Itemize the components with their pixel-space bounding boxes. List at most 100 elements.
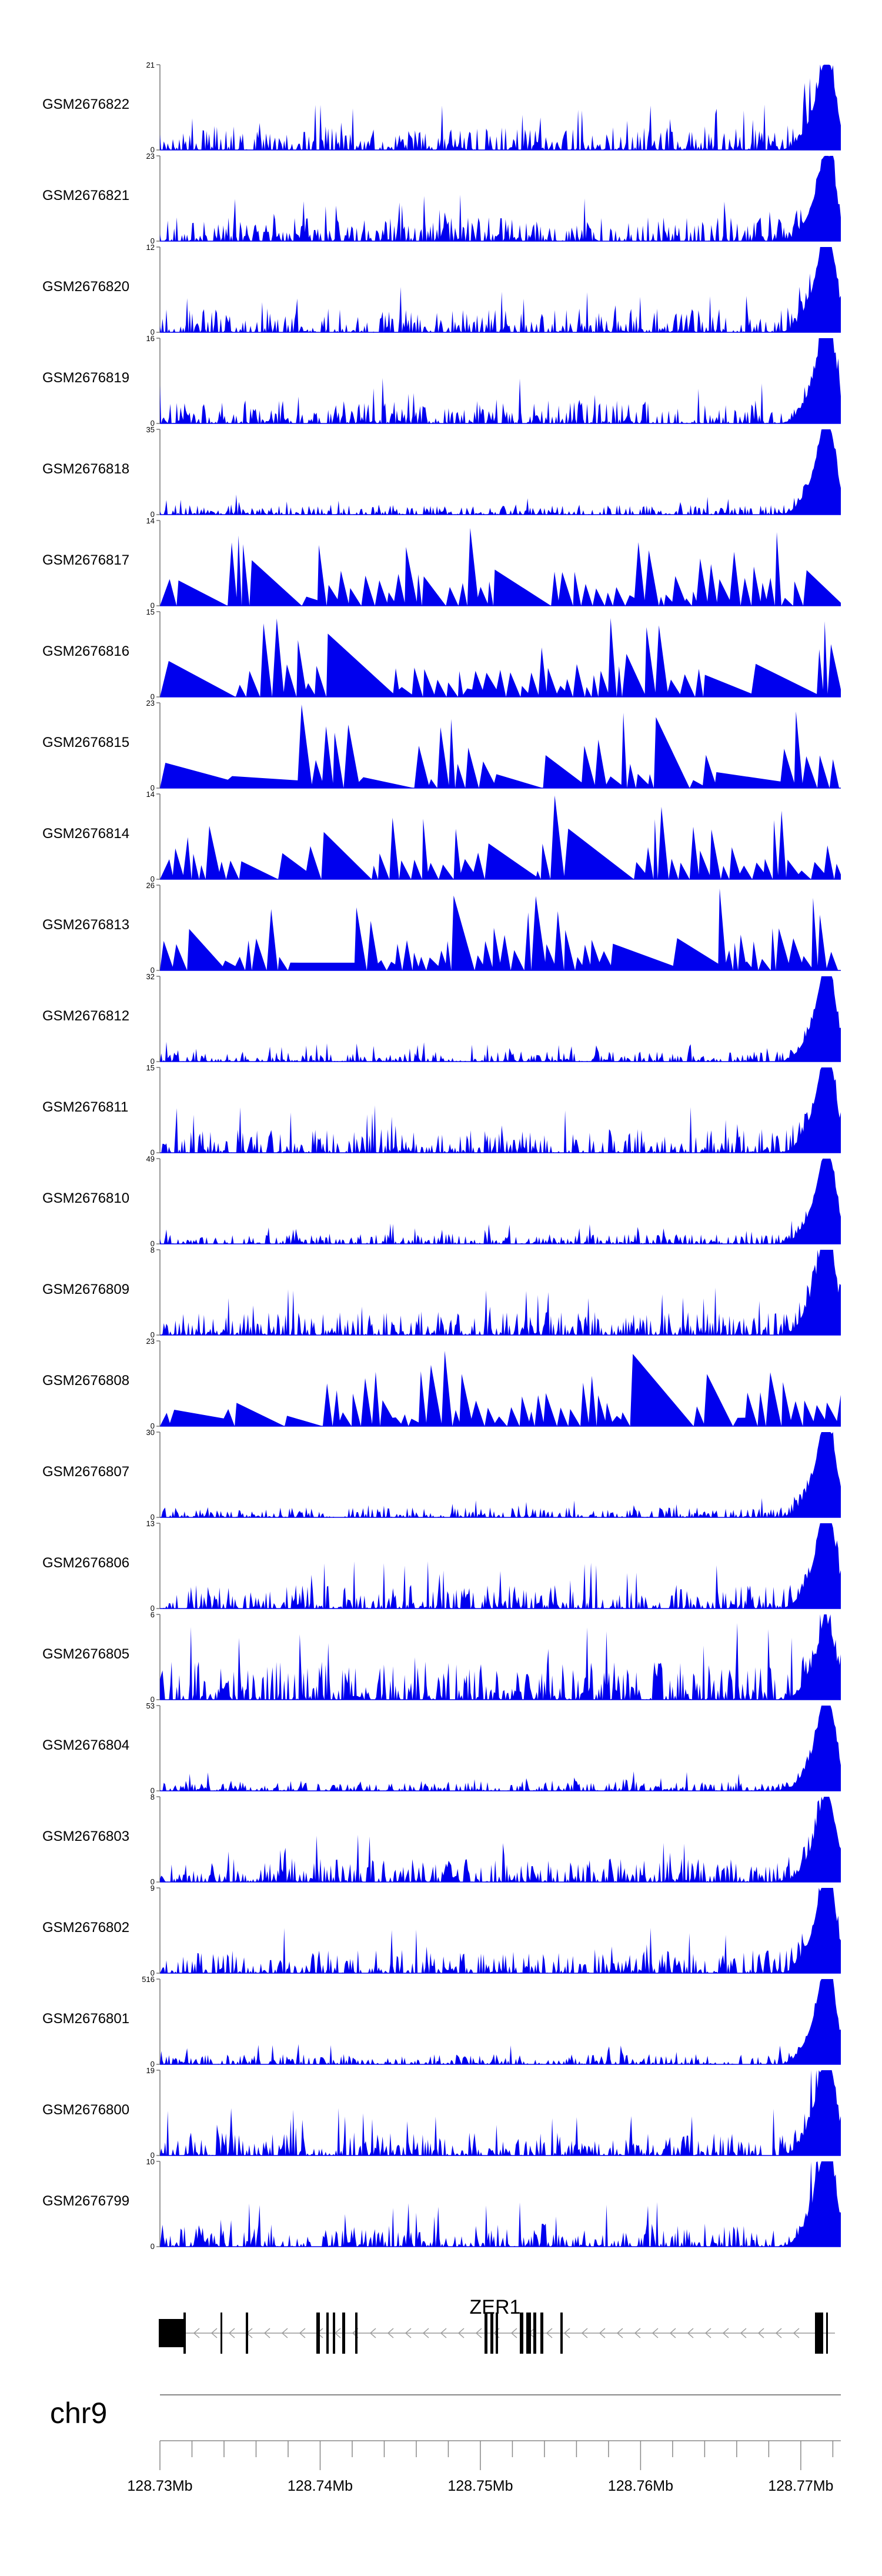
strand-arrow bbox=[457, 2328, 465, 2338]
exon bbox=[540, 2313, 543, 2354]
track-GSM2676802: GSM2676802 9 0 bbox=[42, 1884, 841, 1977]
track-GSM2676821: GSM2676821 23 0 bbox=[42, 152, 841, 245]
track-name: GSM2676813 bbox=[42, 917, 129, 933]
y-min-label: 0 bbox=[151, 601, 155, 610]
track-GSM2676815: GSM2676815 23 0 bbox=[42, 699, 841, 792]
y-max-label: 53 bbox=[146, 1701, 155, 1710]
y-min-label: 0 bbox=[151, 1604, 155, 1613]
coverage-area bbox=[160, 1250, 841, 1335]
exon bbox=[316, 2313, 320, 2354]
exon bbox=[526, 2313, 531, 2354]
y-min-label: 0 bbox=[151, 1148, 155, 1157]
coverage-area bbox=[160, 1432, 841, 1517]
coverage-area bbox=[160, 156, 841, 241]
y-min-label: 0 bbox=[151, 2060, 155, 2068]
y-max-label: 10 bbox=[146, 2157, 155, 2166]
y-max-label: 32 bbox=[146, 972, 155, 981]
coverage-area bbox=[160, 1614, 841, 1700]
utr-block bbox=[159, 2319, 183, 2347]
strand-arrow bbox=[475, 2328, 482, 2338]
strand-arrow bbox=[704, 2328, 711, 2338]
exon bbox=[183, 2313, 186, 2354]
coverage-area bbox=[160, 1067, 841, 1153]
track-name: GSM2676810 bbox=[42, 1190, 129, 1206]
strand-arrow bbox=[387, 2328, 394, 2338]
track-name: GSM2676800 bbox=[42, 2102, 129, 2118]
strand-arrow bbox=[616, 2328, 623, 2338]
track-GSM2676810: GSM2676810 49 0 bbox=[42, 1154, 841, 1248]
exon bbox=[533, 2313, 536, 2354]
chromosome-ideogram: chr9 bbox=[50, 2394, 841, 2430]
exon bbox=[333, 2313, 335, 2354]
genome-axis: 128.73Mb 128.74Mb 128.75Mb 128.76Mb 128.77Mb bbox=[127, 2440, 841, 2494]
y-min-label: 0 bbox=[151, 1877, 155, 1886]
y-min-label: 0 bbox=[151, 692, 155, 701]
axis-tick-label: 128.74Mb bbox=[288, 2478, 353, 2494]
y-max-label: 26 bbox=[146, 881, 155, 890]
strand-arrow bbox=[405, 2328, 412, 2338]
track-name: GSM2676814 bbox=[42, 826, 129, 842]
coverage-area bbox=[160, 429, 841, 515]
coverage-area bbox=[160, 1159, 841, 1244]
exon bbox=[490, 2313, 493, 2354]
y-min-label: 0 bbox=[151, 510, 155, 519]
strand-arrow bbox=[722, 2328, 729, 2338]
track-GSM2676820: GSM2676820 12 0 bbox=[42, 243, 841, 336]
track-name: GSM2676815 bbox=[42, 735, 129, 750]
y-max-label: 12 bbox=[146, 243, 155, 252]
strand-arrow bbox=[263, 2328, 270, 2338]
y-max-label: 23 bbox=[146, 1337, 155, 1346]
strand-arrow bbox=[563, 2328, 570, 2338]
y-max-label: 15 bbox=[146, 1063, 155, 1072]
y-max-label: 9 bbox=[151, 1884, 155, 1893]
coverage-area bbox=[160, 2161, 841, 2247]
axis-tick-label: 128.73Mb bbox=[127, 2478, 192, 2494]
track-GSM2676811: GSM2676811 15 0 bbox=[42, 1063, 841, 1157]
track-GSM2676806: GSM2676806 13 0 bbox=[42, 1519, 841, 1613]
strand-arrow bbox=[228, 2328, 235, 2338]
track-GSM2676819: GSM2676819 16 0 bbox=[42, 334, 841, 428]
coverage-area bbox=[160, 888, 841, 970]
track-GSM2676816: GSM2676816 15 0 bbox=[42, 608, 841, 701]
y-min-label: 0 bbox=[151, 1513, 155, 1521]
exon bbox=[496, 2313, 498, 2354]
track-name: GSM2676811 bbox=[42, 1099, 128, 1115]
track-GSM2676818: GSM2676818 35 0 bbox=[42, 425, 841, 519]
track-name: GSM2676804 bbox=[42, 1737, 129, 1753]
y-min-label: 0 bbox=[151, 2151, 155, 2160]
chromosome-label: chr9 bbox=[50, 2397, 107, 2430]
track-GSM2676809: GSM2676809 8 0 bbox=[42, 1246, 841, 1339]
gene-label: ZER1 bbox=[470, 2296, 521, 2318]
y-max-label: 21 bbox=[146, 61, 155, 69]
exon bbox=[355, 2313, 358, 2354]
track-name: GSM2676822 bbox=[42, 96, 129, 112]
y-max-label: 13 bbox=[146, 1519, 155, 1528]
coverage-area bbox=[160, 976, 841, 1062]
y-max-label: 49 bbox=[146, 1154, 155, 1163]
y-min-label: 0 bbox=[151, 145, 155, 154]
coverage-area bbox=[160, 1797, 841, 1882]
coverage-area bbox=[160, 1523, 841, 1609]
y-min-label: 0 bbox=[151, 966, 155, 975]
strand-arrow bbox=[440, 2328, 447, 2338]
y-max-label: 23 bbox=[146, 699, 155, 708]
track-name: GSM2676817 bbox=[42, 552, 129, 568]
y-max-label: 23 bbox=[146, 152, 155, 161]
track-name: GSM2676806 bbox=[42, 1555, 129, 1571]
track-GSM2676808: GSM2676808 23 0 bbox=[42, 1337, 841, 1430]
y-max-label: 8 bbox=[151, 1793, 155, 1801]
y-min-label: 0 bbox=[151, 875, 155, 883]
y-min-label: 0 bbox=[151, 328, 155, 336]
y-min-label: 0 bbox=[151, 1330, 155, 1339]
track-name: GSM2676805 bbox=[42, 1646, 129, 1662]
y-min-label: 0 bbox=[151, 2242, 155, 2251]
track-name: GSM2676799 bbox=[42, 2193, 129, 2209]
strand-arrow bbox=[793, 2328, 800, 2338]
track-name: GSM2676808 bbox=[42, 1373, 129, 1389]
y-min-label: 0 bbox=[151, 1239, 155, 1248]
y-min-label: 0 bbox=[151, 1422, 155, 1430]
y-max-label: 19 bbox=[146, 2066, 155, 2075]
strand-arrow bbox=[669, 2328, 676, 2338]
axis-tick-label: 128.77Mb bbox=[768, 2478, 833, 2494]
